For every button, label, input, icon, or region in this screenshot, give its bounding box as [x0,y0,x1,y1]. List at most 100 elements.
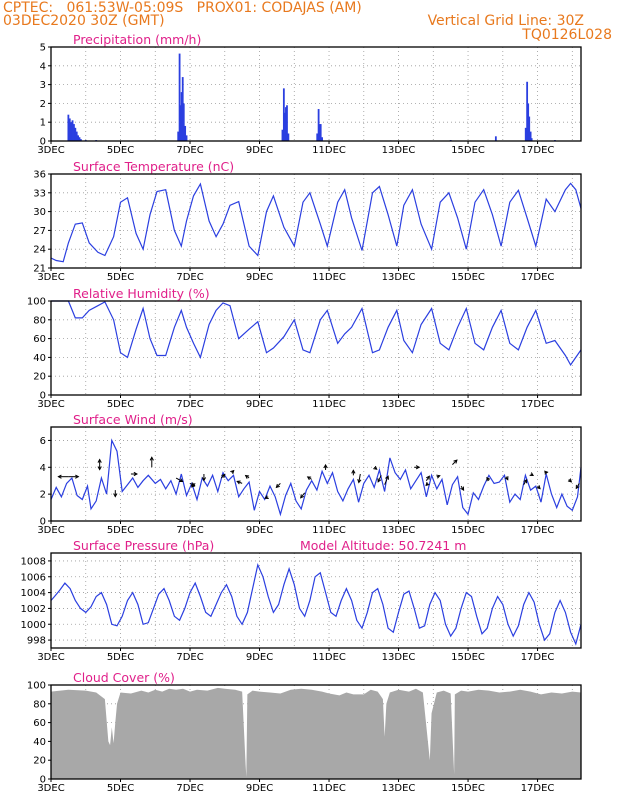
wind-arrow-head [529,472,535,477]
precip-bar [79,139,82,141]
wind-arrow [523,478,528,486]
y-tick-label: 20 [33,756,46,767]
wind-arrow-head [75,474,80,479]
wind-arrow-head [244,474,250,479]
wind-arrow-head [323,463,328,469]
x-tick-label: 5DEC [107,652,134,663]
precip-bar [177,131,180,141]
x-tick-label: 11DEC [312,145,346,156]
x-tick-label: 13DEC [382,652,416,663]
precip-bar [77,135,80,141]
series-line [51,300,582,367]
series-line [50,182,582,263]
y-tick-label: 0 [40,775,46,786]
precip-bar [529,131,532,141]
wind-arrow-head [190,483,196,488]
wind-arrow-head [453,459,458,464]
x-tick-label: 15DEC [451,652,485,663]
model-altitude-label: Model Altitude: 50.7241 m [300,538,466,553]
x-tick-label: 7DEC [176,652,203,663]
wind-arrow-shaft [300,492,306,499]
y-tick-label: 0 [40,137,46,148]
panel-title: Cloud Cover (%) [73,670,175,685]
x-tick-label: 17DEC [521,399,555,410]
precip-bar [68,118,71,141]
y-tick-label: 1 [40,118,46,129]
wind-arrow [230,469,235,475]
x-tick-label: 7DEC [176,525,203,536]
wind-arrow [452,459,458,465]
wind-arrow-head [97,458,102,463]
x-tick-label: 17DEC [521,652,555,663]
y-tick-label: 1002 [21,604,46,615]
x-tick-label: 13DEC [382,272,416,283]
precip-bar [184,125,187,141]
wind-arrow [425,481,430,487]
wind-arrow-head [201,477,207,482]
wind-arrow [567,478,573,483]
wind-arrow [384,475,390,485]
wind-arrow [486,476,491,482]
x-tick-label: 7DEC [176,145,203,156]
wind-arrow-head [567,478,573,483]
precip-bar [70,122,73,141]
y-tick-label: 1004 [21,588,46,599]
x-tick-label: 13DEC [382,525,416,536]
x-tick-label: 3DEC [37,272,64,283]
x-tick-label: 9DEC [246,399,273,410]
x-tick-label: 11DEC [312,652,346,663]
y-tick-label: 2 [40,99,46,110]
wind-arrow-head [264,495,269,499]
model-code: TQ0126L028 [522,27,612,43]
wind-arrow-head [179,478,184,483]
wind-arrow-head [230,469,235,475]
wind-arrow-shaft [377,475,382,483]
y-tick-label: 0 [40,391,46,402]
x-tick-label: 3DEC [37,399,64,410]
wind-arrow-head [351,469,356,474]
precip-bar [530,138,533,141]
wind-arrow [351,469,356,476]
precip-bar [71,120,74,141]
x-tick-label: 3DEC [37,652,64,663]
wind-arrow [220,473,226,479]
wind-arrow [460,485,465,491]
precip-bar [527,103,530,141]
wind-arrow [264,495,269,499]
x-tick-label: 13DEC [382,399,416,410]
x-tick-label: 5DEC [107,145,134,156]
x-tick-label: 7DEC [176,272,203,283]
x-tick-label: 9DEC [246,525,273,536]
station-info: CPTEC: 061:53W-05:09S PROX01: CODAJAS (A… [3,0,362,16]
wind-arrow [504,476,509,481]
x-tick-label: 3DEC [37,145,64,156]
wind-arrow-head [415,465,421,470]
wind-arrow-head [426,475,430,480]
y-tick-label: 60 [33,334,46,345]
wind-arrow [306,476,312,481]
x-tick-label: 15DEC [451,525,485,536]
wind-arrow-head [97,466,102,471]
wind-arrow [68,474,80,479]
precip-bar [282,88,285,141]
wind-arrow [275,483,281,489]
y-tick-label: 33 [33,188,46,199]
precip-bar [524,127,527,141]
wind-arrow [323,463,328,470]
panel-title: Relative Humidity (%) [73,286,210,301]
precip-bar [287,133,290,141]
y-tick-label: 100 [27,297,46,308]
wind-arrow-head [57,474,62,479]
wind-arrow [414,465,421,470]
y-tick-label: 4 [40,463,46,474]
panel-frame [50,46,582,142]
wind-arrow-head [236,480,241,485]
precip-bar [185,135,188,141]
x-tick-label: 5DEC [107,525,134,536]
panel-1: 0 1 2 3 4 5 3DEC 5DEC 7DEC 9DEC 11DEC 13DEC 15DEC 17D… [37,32,582,156]
panel-frame [50,173,582,269]
x-tick-label: 5DEC [107,399,134,410]
x-tick-label: 17DEC [521,272,555,283]
series-line [50,438,582,517]
